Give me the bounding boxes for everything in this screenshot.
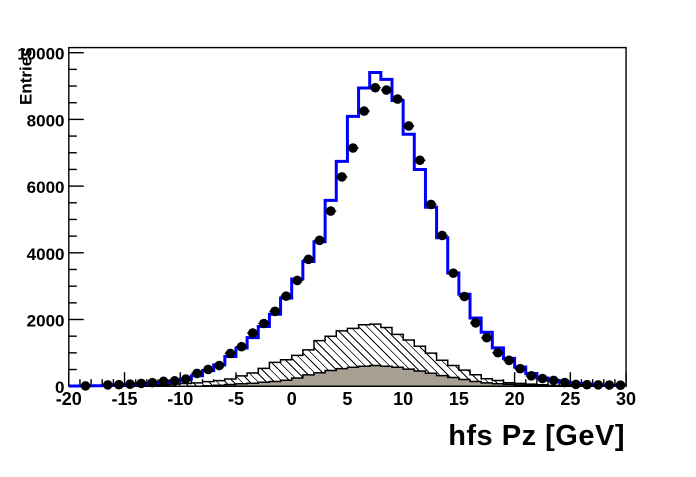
svg-text:-5: -5 [228,389,244,409]
svg-text:30: 30 [616,389,636,409]
svg-text:2000: 2000 [27,312,65,331]
svg-text:-10: -10 [167,389,193,409]
svg-text:20: 20 [505,389,525,409]
svg-text:25: 25 [560,389,580,409]
svg-text:10000: 10000 [17,45,64,64]
svg-text:5: 5 [342,389,352,409]
svg-text:0: 0 [55,378,64,397]
svg-text:8000: 8000 [27,111,65,130]
svg-text:Entries: Entries [17,47,36,105]
svg-text:-20: -20 [56,389,82,409]
svg-text:-15: -15 [112,389,138,409]
svg-text:6000: 6000 [27,178,65,197]
svg-text:4000: 4000 [27,245,65,264]
svg-text:0: 0 [287,389,297,409]
svg-text:10: 10 [393,389,413,409]
svg-text:15: 15 [449,389,469,409]
svg-text:hfs Pz [GeV]: hfs Pz [GeV] [448,420,625,452]
